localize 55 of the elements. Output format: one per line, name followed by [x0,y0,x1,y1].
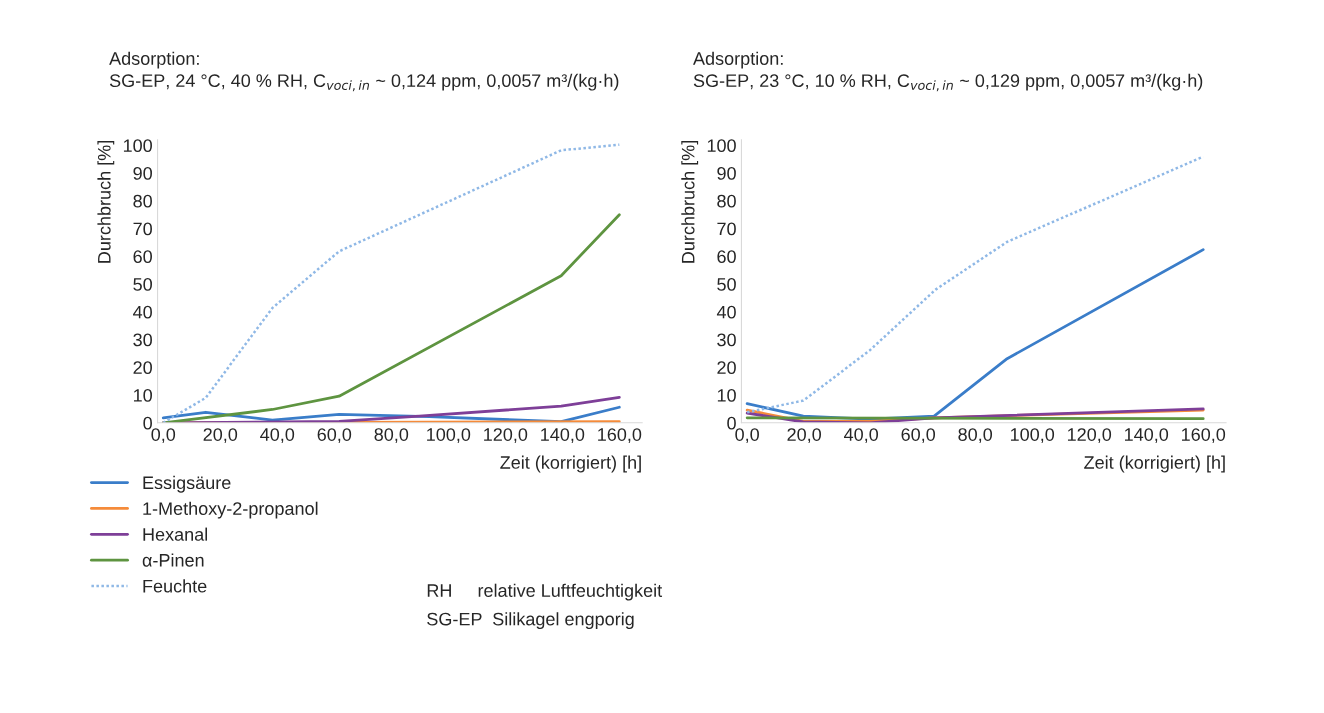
x-tick-label: 160,0 [598,428,642,444]
y-tick-label: 30 [717,333,736,347]
y-axis-title: Durchbruch [%] [681,141,699,263]
x-tick-label: 80,0 [958,428,993,444]
y-tick-label: 80 [717,194,736,208]
legend-label: Essigsäure [143,475,231,493]
y-tick-label: 0 [727,416,736,430]
y-tick-label: 40 [133,305,152,319]
y-tick-label: 40 [716,305,736,319]
y-tick-label: 50 [133,277,152,291]
x-tick-label: 80,0 [374,428,409,444]
line-series [162,143,621,423]
x-tick-label: 60,0 [901,428,936,444]
x-tick-label: 120,0 [1067,428,1112,444]
y-tick-label: 80 [133,194,152,208]
y-axis-title: Durchbruch [%] [97,141,115,263]
y-tick-label: 90 [717,166,736,180]
legend-label: Hexanal [143,527,208,541]
legend-label: Feuchte [143,579,207,593]
y-tick-label: 70 [133,222,152,236]
y-tick-label: 20 [133,361,152,375]
text: SG-EP Silikagel engporig [427,612,634,630]
y-tick-label: 50 [717,277,736,291]
legend-label: α-Pinen [142,553,204,567]
y-tick-label: 60 [717,250,736,264]
x-axis-title: Zeit (korrigiert) [h] [500,455,641,473]
y-tick-label: 90 [133,166,152,180]
y-tick-label: 30 [133,333,152,347]
y-tick-label: 100 [123,139,152,153]
x-tick-label: 0,0 [735,428,759,444]
x-tick-label: 20,0 [787,428,822,444]
x-tick-label: 140,0 [541,428,585,444]
text: RH relative Luftfeuchtigkeit [427,583,663,601]
x-tick-label: 100,0 [1010,428,1055,444]
y-tick-label: 0 [143,416,152,430]
x-tick-label: 160,0 [1182,428,1226,444]
x-tick-label: 60,0 [317,428,352,444]
x-axis-title: Zeit (korrigiert) [h] [1084,455,1225,473]
x-tick-label: 100,0 [427,428,471,444]
chart-title: Adsorption: SG-EP, 24 °C, 40 % RH, C$_{voci,in}$ ~ 0,124 ppm, 0,0057 m³/(kg·h) [109,51,619,92]
x-tick-label: 120,0 [484,428,528,444]
x-tick-label: 40,0 [844,428,879,444]
x-tick-label: 20,0 [203,428,238,444]
chart-title: Adsorption: SG-EP, 23 °C, 10 % RH, C$_{voci,in}$ ~ 0,129 ppm, 0,0057 m³/(kg·h) [693,51,1203,92]
x-tick-label: 0,0 [151,428,176,444]
y-tick-label: 70 [717,222,736,236]
line-series [745,155,1205,414]
y-tick-label: 10 [133,388,152,402]
legend-label: 1-Methoxy-2-propanol [143,501,318,519]
x-tick-label: 40,0 [260,428,295,444]
y-tick-label: 20 [717,361,736,375]
y-tick-label: 60 [133,250,152,264]
y-tick-label: 10 [717,388,736,402]
y-tick-label: 100 [707,139,736,153]
x-tick-label: 140,0 [1125,428,1169,444]
